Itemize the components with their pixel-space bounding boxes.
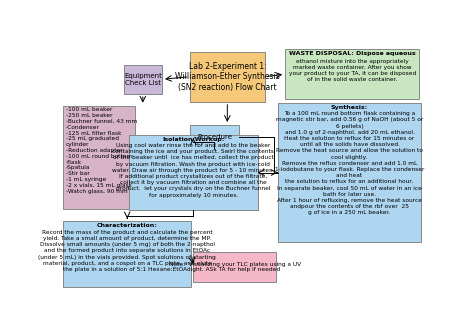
FancyBboxPatch shape	[63, 106, 135, 208]
Text: Synthesis:: Synthesis:	[331, 105, 368, 110]
FancyBboxPatch shape	[193, 252, 276, 282]
FancyBboxPatch shape	[190, 52, 265, 102]
Text: Procedure: Procedure	[197, 134, 232, 140]
Text: Characterization:: Characterization:	[97, 223, 158, 228]
FancyBboxPatch shape	[278, 103, 421, 242]
Text: Using cool water rinse the rbf and add to the beaker
containing the ice and your: Using cool water rinse the rbf and add t…	[112, 143, 274, 198]
Text: Equipment
Check List: Equipment Check List	[124, 73, 162, 86]
Text: To a 100 mL round bottom flask containing a
magnetic stir bar, add 0.56 g of NaO: To a 100 mL round bottom flask containin…	[275, 111, 424, 215]
Text: Lab 2-Experiment 1:
Williamson-Ether Synthesis
(SN2 reaction) Flow Chart: Lab 2-Experiment 1: Williamson-Ether Syn…	[175, 62, 280, 92]
Text: Isolation/Workup:: Isolation/Workup:	[162, 137, 225, 142]
FancyBboxPatch shape	[124, 64, 162, 94]
FancyBboxPatch shape	[190, 125, 239, 149]
Text: Record the mass of the product and calculate the percent
yield. Take a small amo: Record the mass of the product and calcu…	[38, 230, 216, 272]
Text: WASTE DISPOSAL: Dispose aqueous: WASTE DISPOSAL: Dispose aqueous	[289, 51, 416, 56]
Text: -100 mL beaker
-250 mL beaker
-Buchner funnel, 43 mm
-Condenser
-125 mL filter f: -100 mL beaker -250 mL beaker -Buchner f…	[66, 108, 137, 194]
FancyBboxPatch shape	[129, 135, 258, 210]
Text: ethanol mixture into the appropriately
marked waste container. After you show
yo: ethanol mixture into the appropriately m…	[289, 59, 416, 82]
Text: Note:  visualizing your TLC plates using a UV
light. ASk TA for help if needed: Note: visualizing your TLC plates using …	[169, 262, 301, 273]
FancyBboxPatch shape	[63, 221, 191, 287]
FancyBboxPatch shape	[285, 49, 419, 99]
